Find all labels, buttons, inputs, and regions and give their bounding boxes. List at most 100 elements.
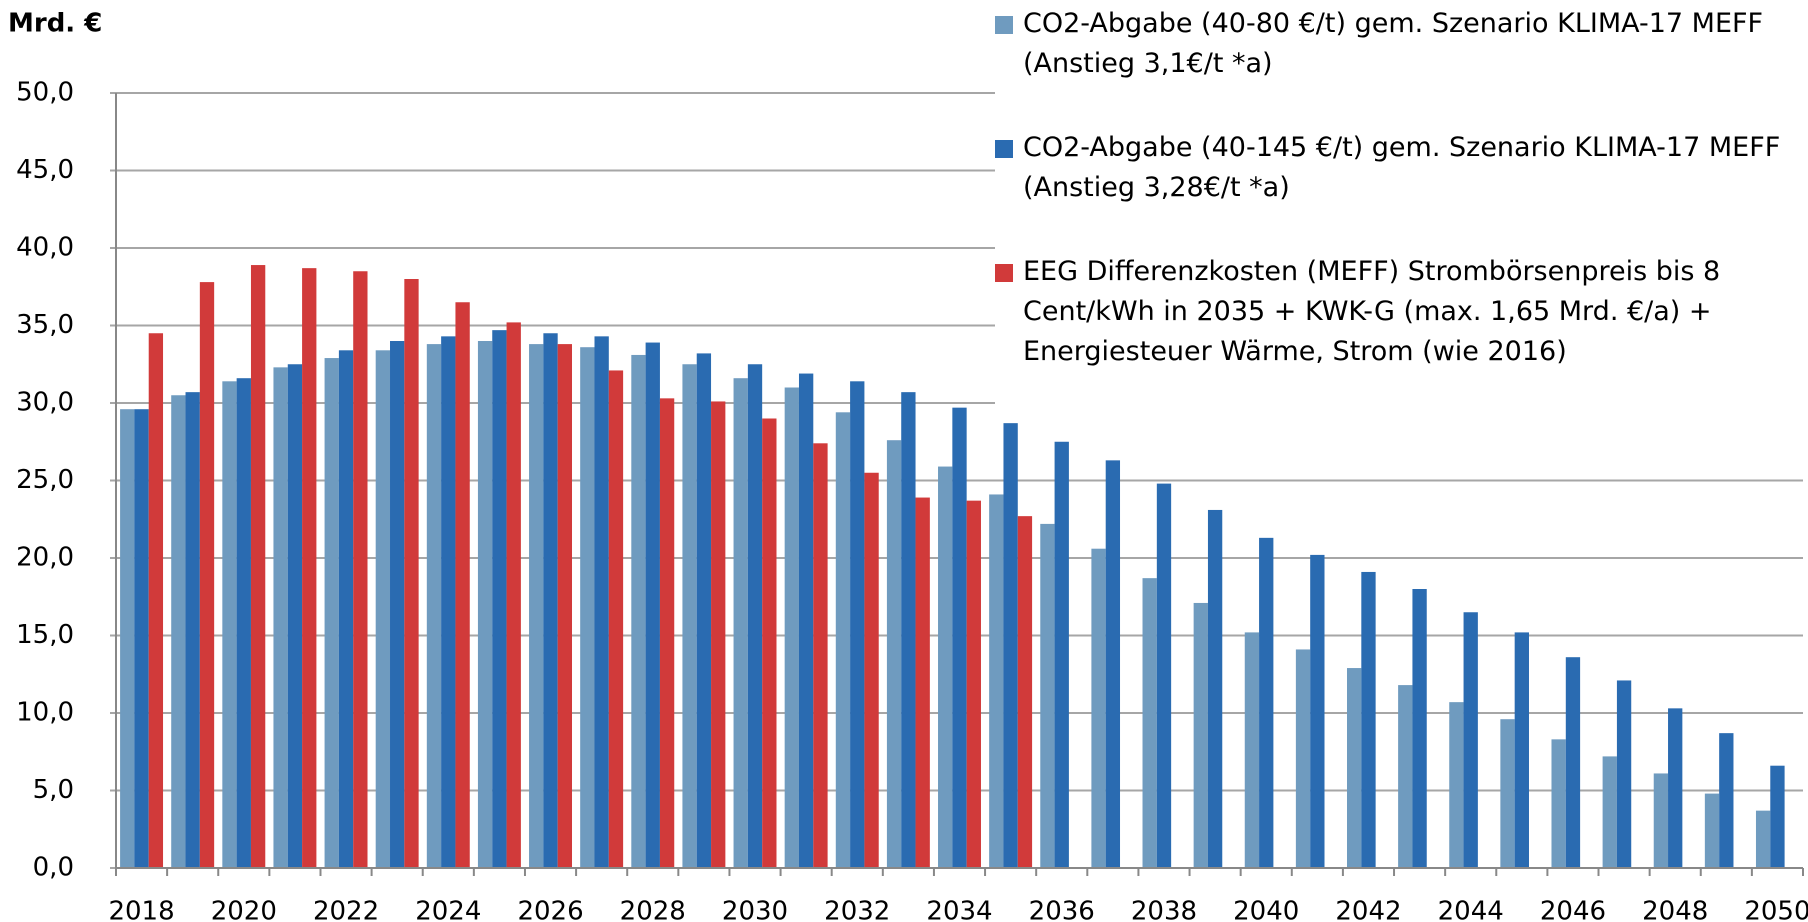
bar <box>324 358 339 868</box>
x-tick-label: 2028 <box>620 897 686 922</box>
x-tick-label: 2050 <box>1744 897 1808 922</box>
bar <box>631 354 646 868</box>
bar <box>1054 441 1069 868</box>
x-tick-label: 2024 <box>415 897 481 922</box>
x-tick-label: 2018 <box>108 897 174 922</box>
bar <box>608 370 624 868</box>
y-tick-label: 35,0 <box>16 310 74 340</box>
legend-label: EEG Differenzkosten (MEFF) Strombörsenpr… <box>1023 256 1721 367</box>
bar <box>1551 739 1566 868</box>
bar <box>733 378 748 868</box>
bar <box>1412 589 1427 868</box>
bar <box>784 387 799 868</box>
bar <box>1193 602 1208 868</box>
bar <box>886 440 902 868</box>
bar <box>1500 719 1515 868</box>
bar <box>645 342 660 868</box>
y-tick-label: 5,0 <box>33 775 74 805</box>
bar <box>1017 516 1033 868</box>
legend-label: CO2-Abgabe (40-80 €/t) gem. Szenario KLI… <box>1023 8 1764 79</box>
bar <box>1295 649 1311 868</box>
bar <box>1142 578 1157 868</box>
legend-entry: CO2-Abgabe (40-145 €/t) gem. Szenario KL… <box>995 128 1803 208</box>
bar <box>1668 708 1683 868</box>
bar <box>529 344 544 869</box>
bar <box>1616 680 1632 868</box>
x-tick-label: 2046 <box>1540 897 1606 922</box>
bar <box>952 407 967 868</box>
bar <box>1653 773 1669 868</box>
bar <box>134 409 149 868</box>
legend-swatch <box>995 264 1013 282</box>
x-tick-label: 2042 <box>1335 897 1401 922</box>
y-tick-label: 10,0 <box>16 698 74 728</box>
x-tick-label: 2030 <box>722 897 788 922</box>
bar <box>850 381 865 868</box>
legend-entry: EEG Differenzkosten (MEFF) Strombörsenpr… <box>995 252 1803 372</box>
x-tick-label: 2044 <box>1438 897 1504 922</box>
y-tick-label: 15,0 <box>16 620 74 650</box>
bar <box>594 336 609 869</box>
bar <box>682 364 697 868</box>
bar <box>287 364 303 868</box>
bar <box>222 381 237 868</box>
bar <box>798 373 814 868</box>
x-tick-label: 2038 <box>1131 897 1197 922</box>
bar <box>1156 483 1172 868</box>
bar <box>375 350 391 868</box>
bar <box>835 412 851 868</box>
bar <box>171 395 186 868</box>
bar <box>1361 571 1376 868</box>
bar <box>864 472 879 868</box>
bar <box>1514 632 1529 868</box>
bar <box>580 347 595 868</box>
bar <box>404 279 419 868</box>
bar <box>1244 632 1260 868</box>
legend-swatch <box>995 140 1013 158</box>
x-tick-label: 2036 <box>1029 897 1095 922</box>
bar <box>762 418 777 868</box>
bar <box>199 282 215 869</box>
bar <box>1770 765 1785 868</box>
bar <box>492 330 507 868</box>
bar <box>696 353 712 868</box>
bar <box>353 271 368 868</box>
bar <box>1105 460 1121 868</box>
x-tick-label: 2026 <box>517 897 583 922</box>
bar <box>1719 733 1734 868</box>
bar <box>989 494 1004 868</box>
bar <box>557 344 573 869</box>
bar <box>1565 657 1581 868</box>
bar <box>250 265 266 868</box>
legend-entry: CO2-Abgabe (40-80 €/t) gem. Szenario KLI… <box>995 4 1803 84</box>
bar <box>338 350 354 868</box>
bar <box>1207 509 1223 868</box>
x-tick-label: 2034 <box>926 897 992 922</box>
y-axis-label: Mrd. € <box>8 9 102 39</box>
bar <box>659 398 675 868</box>
bar <box>1704 793 1720 868</box>
y-tick-label: 50,0 <box>16 78 74 108</box>
bar <box>426 344 442 869</box>
bar <box>1040 523 1055 868</box>
bar <box>506 322 521 868</box>
bar <box>273 367 288 868</box>
bar <box>185 392 200 868</box>
bar <box>148 333 164 868</box>
bar <box>441 336 456 869</box>
y-tick-label: 40,0 <box>16 233 74 263</box>
y-tick-label: 25,0 <box>16 465 74 495</box>
bar <box>1091 548 1106 868</box>
bar <box>1463 612 1478 868</box>
bar <box>1259 537 1274 868</box>
bar <box>390 341 405 868</box>
x-tick-label: 2022 <box>313 897 379 922</box>
bar <box>120 409 135 868</box>
x-tick-label: 2048 <box>1642 897 1708 922</box>
x-tick-label: 2040 <box>1233 897 1299 922</box>
bar <box>1346 668 1362 868</box>
bar <box>915 497 930 868</box>
bar <box>236 378 251 868</box>
y-tick-label: 0,0 <box>33 853 74 883</box>
